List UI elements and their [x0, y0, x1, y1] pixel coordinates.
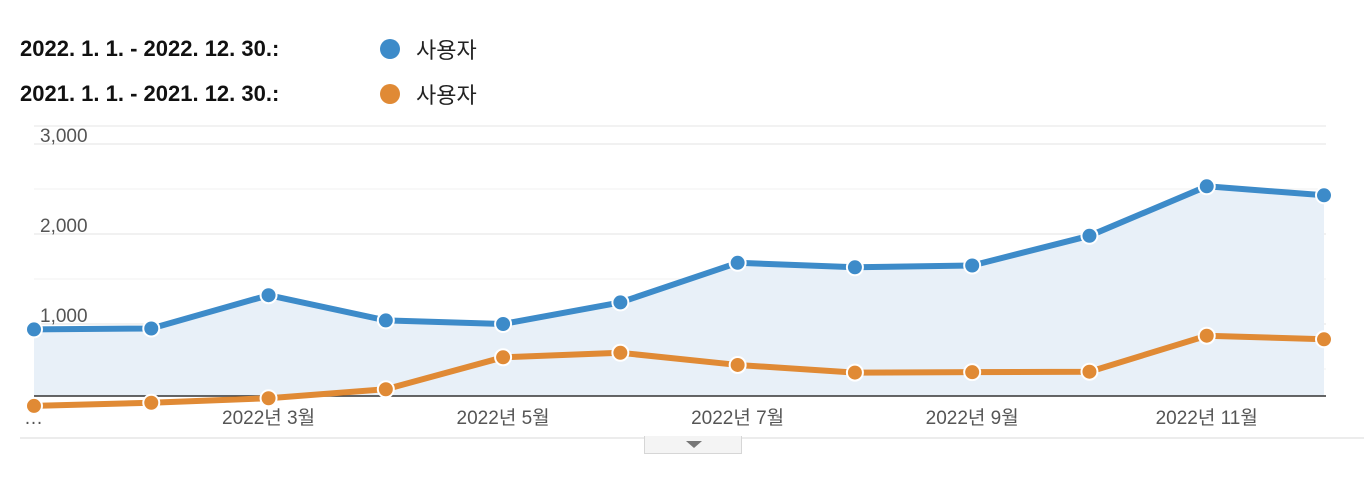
data-point — [1315, 330, 1333, 349]
legend-item-previous[interactable]: 2021. 1. 1. - 2021. 12. 30.: 사용자 — [20, 71, 477, 116]
area-fill-series-0 — [34, 186, 1324, 396]
x-tick-label: 2022년 9월 — [926, 407, 1019, 429]
x-axis-labels: … 2022년 3월 2022년 5월 2022년 7월 2022년 9월 2022년 1… — [24, 407, 1258, 429]
series-line-0 — [31, 183, 1327, 333]
x-tick-label: … — [24, 408, 43, 429]
data-point — [376, 311, 395, 330]
data-point — [25, 396, 43, 415]
legend-item-current[interactable]: 2022. 1. 1. - 2022. 12. 30.: 사용자 — [20, 26, 477, 71]
legend-metric-label: 사용자 — [416, 37, 477, 63]
data-point — [845, 363, 864, 382]
legend-date-range: 2021. 1. 1. - 2021. 12. 30.: — [20, 80, 280, 106]
data-point — [845, 258, 864, 277]
data-point — [494, 315, 513, 333]
data-point — [259, 286, 278, 305]
data-point — [963, 256, 982, 275]
data-point — [1080, 362, 1099, 381]
y-tick-label: 1,000 — [40, 306, 88, 327]
data-point — [1197, 326, 1216, 345]
legend-date-range: 2022. 1. 1. - 2022. 12. 30.: — [20, 35, 280, 61]
data-point — [728, 355, 747, 374]
legend-color-dot — [380, 83, 400, 104]
triangle-down-icon — [686, 441, 702, 448]
legend-metric-label: 사용자 — [416, 82, 477, 108]
y-tick-label: 2,000 — [40, 216, 88, 237]
area-fill — [34, 186, 1324, 396]
series-points — [25, 177, 1333, 415]
y-tick-label: 3,000 — [40, 126, 88, 147]
line-chart: 1,000 2,000 3,000 … 2022년 3월 2022년 5월 2022년 7… — [20, 125, 1364, 439]
data-point — [963, 363, 982, 382]
legend-color-dot — [380, 38, 400, 59]
expand-drawer-button[interactable] — [644, 436, 742, 454]
x-tick-label: 2022년 3월 — [222, 407, 315, 429]
x-tick-label: 2022년 11월 — [1156, 407, 1258, 429]
chart-legend: 2022. 1. 1. - 2022. 12. 30.: 사용자 2021. 1… — [20, 26, 477, 116]
x-tick-label: 2022년 7월 — [691, 407, 784, 429]
data-point — [611, 293, 630, 312]
data-point — [611, 343, 630, 362]
data-point — [376, 380, 395, 399]
y-axis-labels: 1,000 2,000 3,000 — [40, 126, 88, 327]
data-point — [1197, 177, 1216, 196]
data-point — [25, 320, 43, 339]
series-lines — [31, 183, 1327, 409]
data-point — [259, 389, 278, 408]
data-point — [728, 253, 747, 272]
x-tick-label: 2022년 5월 — [457, 407, 550, 429]
data-point — [1315, 186, 1333, 205]
data-point — [494, 348, 513, 367]
data-point — [1080, 226, 1099, 245]
data-point — [142, 393, 161, 412]
data-point — [142, 319, 161, 338]
series-line-1 — [31, 332, 1327, 409]
